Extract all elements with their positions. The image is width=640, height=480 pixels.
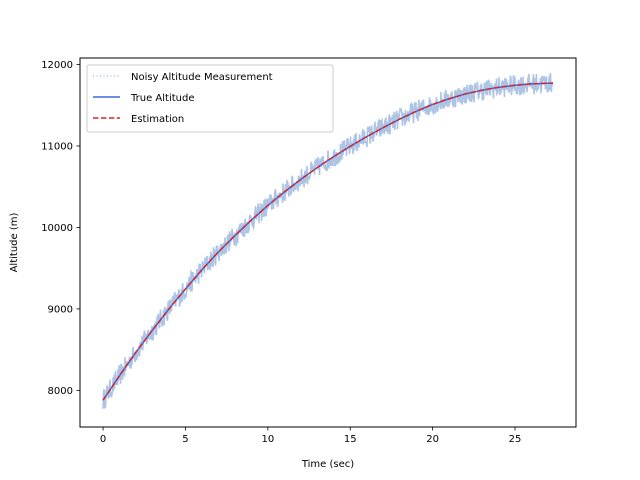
x-tick-label: 20 xyxy=(426,434,439,445)
y-tick-label: 9000 xyxy=(48,304,73,315)
legend-label: True Altitude xyxy=(130,93,195,104)
x-axis-label: Time (sec) xyxy=(301,459,354,470)
x-tick-label: 15 xyxy=(344,434,357,445)
x-tick-label: 25 xyxy=(509,434,522,445)
y-tick-label: 8000 xyxy=(48,386,73,397)
legend: Noisy Altitude Measurement True Altitude E… xyxy=(86,64,334,133)
plot-frame xyxy=(79,57,577,428)
legend-label: Noisy Altitude Measurement xyxy=(131,72,273,83)
legend-box xyxy=(86,64,334,133)
x-tick-label: 10 xyxy=(261,434,274,445)
y-tick-label: 10000 xyxy=(41,223,73,234)
series-estimation-line xyxy=(102,82,553,401)
plot-area xyxy=(102,72,554,409)
y-tick-label: 11000 xyxy=(41,141,73,152)
x-tick-label: 0 xyxy=(100,434,106,445)
x-tick-label: 5 xyxy=(182,434,188,445)
y-tick-label: 12000 xyxy=(41,60,73,71)
axes-ticks: 0 5 10 15 20 25 8000 9000 10000 11000 12000 xyxy=(41,60,521,445)
legend-label: Estimation xyxy=(131,114,184,125)
y-axis-label: Altitude (m) xyxy=(9,213,20,273)
